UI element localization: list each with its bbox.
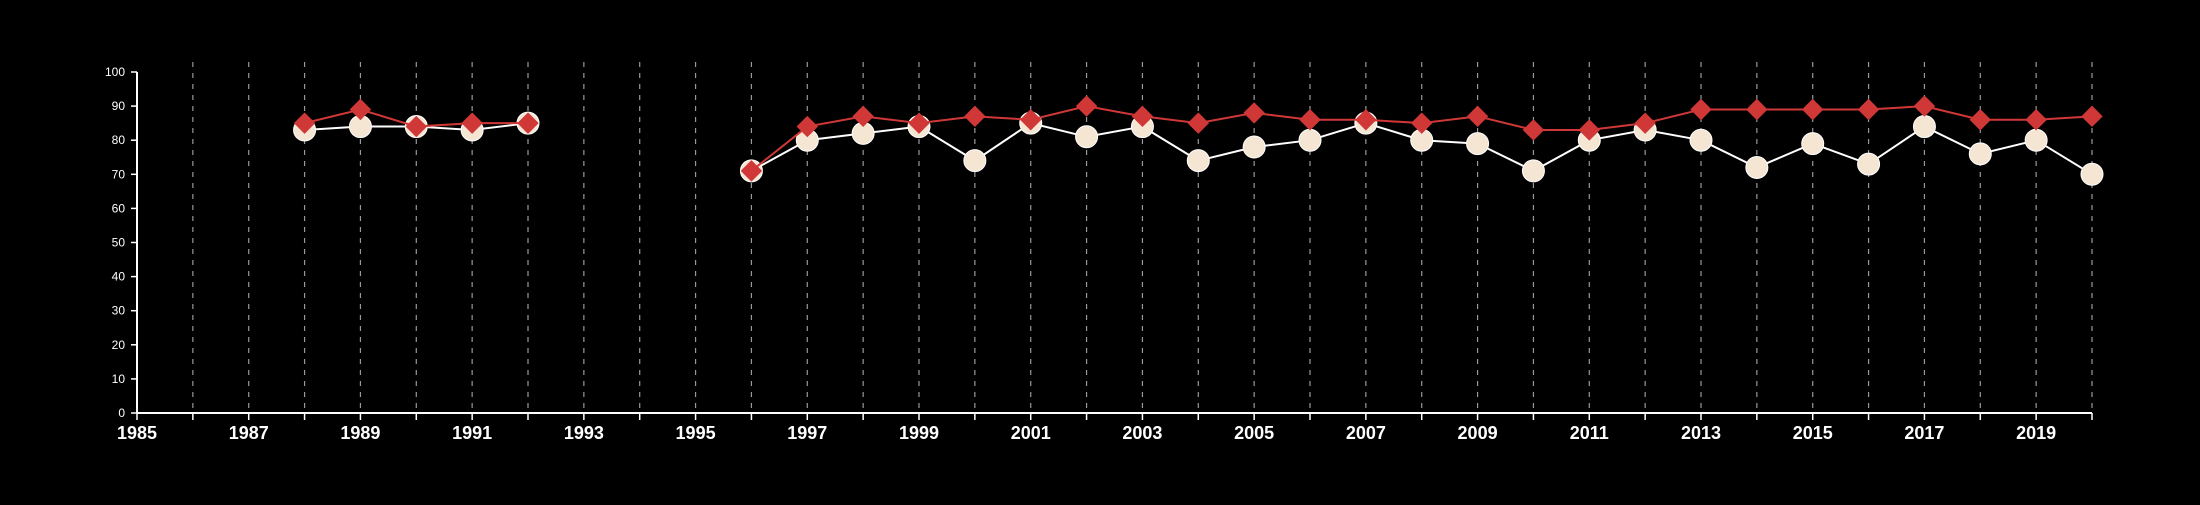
- data-point-circle: [1298, 128, 1322, 152]
- data-point-diamond: [1187, 112, 1209, 134]
- data-point-diamond: [1466, 105, 1489, 128]
- x-tick-label: 1989: [340, 423, 380, 443]
- data-point-circle: [1466, 132, 1490, 156]
- data-point-diamond: [852, 105, 874, 128]
- y-tick-label: 20: [112, 338, 126, 352]
- y-tick-label: 10: [112, 372, 126, 386]
- x-tick-label: 2009: [1458, 423, 1498, 443]
- data-point-diamond: [517, 112, 539, 134]
- data-point-circle: [1521, 159, 1545, 183]
- y-tick-label: 0: [118, 406, 125, 420]
- x-tick-label: 2013: [1681, 423, 1721, 443]
- data-point-diamond: [1634, 112, 1656, 134]
- x-tick-label: 2001: [1011, 423, 1051, 443]
- y-tick-label: 80: [112, 133, 126, 147]
- x-tick-label: 1995: [676, 423, 716, 443]
- x-tick-label: 2011: [1570, 423, 1609, 443]
- data-point-diamond: [1075, 95, 1098, 117]
- x-tick-label: 1999: [899, 423, 939, 443]
- data-point-diamond: [461, 112, 483, 134]
- data-point-circle: [963, 149, 987, 173]
- data-point-diamond: [1243, 102, 1265, 124]
- y-tick-label: 30: [112, 304, 126, 318]
- y-tick-label: 50: [112, 236, 126, 250]
- x-tick-label: 2015: [1793, 423, 1833, 443]
- data-point-diamond: [1355, 109, 1377, 131]
- data-point-diamond: [1020, 109, 1042, 131]
- data-point-circle: [2080, 162, 2104, 186]
- x-tick-label: 1985: [117, 423, 157, 443]
- data-point-diamond: [740, 160, 763, 182]
- x-tick-label: 1997: [787, 423, 827, 443]
- x-tick-label: 2017: [1904, 423, 1944, 443]
- data-point-diamond: [2025, 109, 2047, 131]
- y-tick-label: 90: [112, 99, 126, 113]
- data-point-diamond: [1578, 119, 1600, 141]
- x-tick-label: 2003: [1122, 423, 1162, 443]
- data-point-diamond: [1913, 95, 1936, 117]
- x-tick-label: 2007: [1346, 423, 1386, 443]
- data-point-diamond: [1802, 98, 1824, 121]
- series: [293, 95, 2104, 186]
- data-point-circle: [1745, 155, 1769, 179]
- data-point-circle: [1689, 128, 1713, 152]
- data-point-diamond: [796, 115, 818, 138]
- data-point-circle: [1242, 135, 1266, 159]
- y-tick-label: 60: [112, 201, 126, 215]
- data-point-circle: [1186, 149, 1210, 173]
- x-tick-label: 1993: [564, 423, 604, 443]
- x-tick-label: 2005: [1234, 423, 1274, 443]
- data-point-diamond: [1969, 109, 1991, 131]
- x-tick-label: 2019: [2016, 423, 2056, 443]
- data-point-diamond: [1857, 98, 1880, 121]
- data-point-diamond: [1411, 112, 1433, 134]
- data-point-diamond: [1690, 98, 1712, 121]
- data-point-diamond: [908, 112, 930, 134]
- data-point-circle: [2024, 128, 2048, 152]
- y-tick-label: 100: [105, 65, 125, 79]
- x-tick-label: 1987: [229, 423, 269, 443]
- data-point-diamond: [2081, 105, 2103, 128]
- series-diamond: [293, 95, 2103, 182]
- data-point-diamond: [1131, 105, 1154, 128]
- data-point-diamond: [293, 112, 316, 134]
- data-point-circle: [1801, 132, 1825, 156]
- data-point-circle: [1857, 152, 1881, 176]
- data-point-circle: [1075, 125, 1099, 149]
- y-tick-label: 70: [112, 167, 126, 181]
- y-tick-label: 40: [112, 270, 126, 284]
- data-point-diamond: [405, 115, 427, 138]
- data-point-diamond: [964, 105, 986, 128]
- data-point-circle: [1968, 142, 1992, 166]
- data-point-diamond: [349, 98, 372, 121]
- data-point-circle: [1912, 115, 1936, 139]
- x-tick-label: 1991: [452, 423, 492, 443]
- axes: 0 10 20 30 40 50 60 70 80 90 100 1985 1987 1989 1991 19…: [105, 65, 2093, 443]
- data-point-diamond: [1746, 98, 1768, 121]
- data-point-diamond: [1299, 109, 1321, 131]
- data-point-diamond: [1522, 119, 1545, 141]
